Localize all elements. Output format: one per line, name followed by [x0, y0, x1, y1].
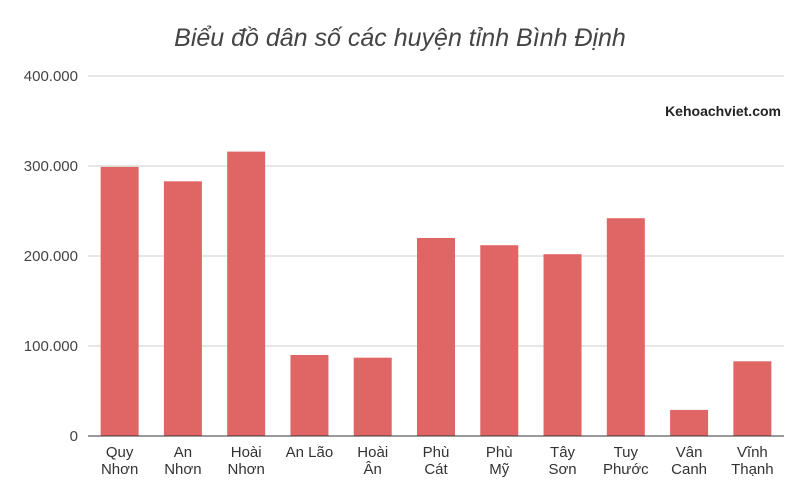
- bar: [417, 238, 455, 436]
- x-tick-label: Tuy Phước: [603, 444, 649, 478]
- x-tick-label: Phù Cát: [423, 444, 450, 478]
- x-tick-label-line: Nhơn: [164, 461, 201, 478]
- y-tick-label: 0: [70, 428, 78, 445]
- x-tick-label-line: An Lão: [286, 444, 334, 461]
- x-tick-label-line: Ân: [364, 461, 382, 478]
- x-tick-label-line: Tây: [550, 444, 576, 461]
- x-tick-label: Tây Sơn: [548, 444, 576, 478]
- x-tick-label-line: Vĩnh: [737, 444, 768, 461]
- x-tick-label-line: An: [174, 444, 192, 461]
- y-tick-label: 400.000: [24, 68, 78, 85]
- x-tick-label: Hoài Ân: [357, 444, 388, 478]
- x-tick-label-line: Phước: [603, 461, 649, 478]
- bar: [606, 218, 645, 436]
- bar: [227, 151, 266, 436]
- x-tick-label: Vân Canh: [671, 444, 707, 478]
- x-tick-label-line: Nhơn: [101, 461, 138, 478]
- chart-title: Biểu đồ dân số các huyện tỉnh Bình Định: [174, 24, 626, 52]
- x-tick-label-line: Hoài: [231, 444, 262, 461]
- x-tick-label: An Lão: [286, 444, 334, 461]
- x-tick-label-line: Phù: [423, 444, 450, 461]
- y-tick-label: 200.000: [24, 248, 78, 265]
- x-tick-label-line: Tuy: [614, 444, 639, 461]
- bars: [100, 151, 772, 436]
- bar: [480, 245, 519, 436]
- x-tick-label-line: Hoài: [357, 444, 388, 461]
- x-tick-label-line: Canh: [671, 461, 707, 478]
- x-tick-label-line: Phù: [486, 444, 513, 461]
- y-axis-tick-labels: 0 100.000 200.000 300.000 400.000: [24, 68, 78, 445]
- bar: [100, 166, 139, 436]
- x-tick-label: Phù Mỹ: [486, 444, 513, 478]
- watermark-text: Kehoachviet.com: [665, 103, 781, 119]
- x-tick-label-line: Sơn: [548, 461, 576, 478]
- x-tick-label: An Nhơn: [164, 444, 201, 478]
- x-tick-label: Quy Nhơn: [101, 444, 138, 478]
- x-tick-label-line: Cát: [424, 461, 448, 478]
- y-tick-label: 300.000: [24, 158, 78, 175]
- x-tick-label: Vĩnh Thạnh: [731, 444, 774, 478]
- y-tick-label: 100.000: [24, 338, 78, 355]
- x-tick-label: Hoài Nhơn: [228, 444, 265, 478]
- bar: [733, 361, 772, 436]
- x-tick-label-line: Nhơn: [228, 461, 265, 478]
- bar: [543, 254, 582, 436]
- bar: [670, 409, 709, 436]
- x-tick-label-line: Quy: [106, 444, 134, 461]
- bar: [353, 357, 392, 436]
- bar: [163, 181, 202, 436]
- x-tick-label-line: Mỹ: [489, 461, 509, 478]
- x-tick-label-line: Vân: [676, 444, 703, 461]
- bar: [290, 355, 329, 436]
- x-tick-label-line: Thạnh: [731, 461, 774, 478]
